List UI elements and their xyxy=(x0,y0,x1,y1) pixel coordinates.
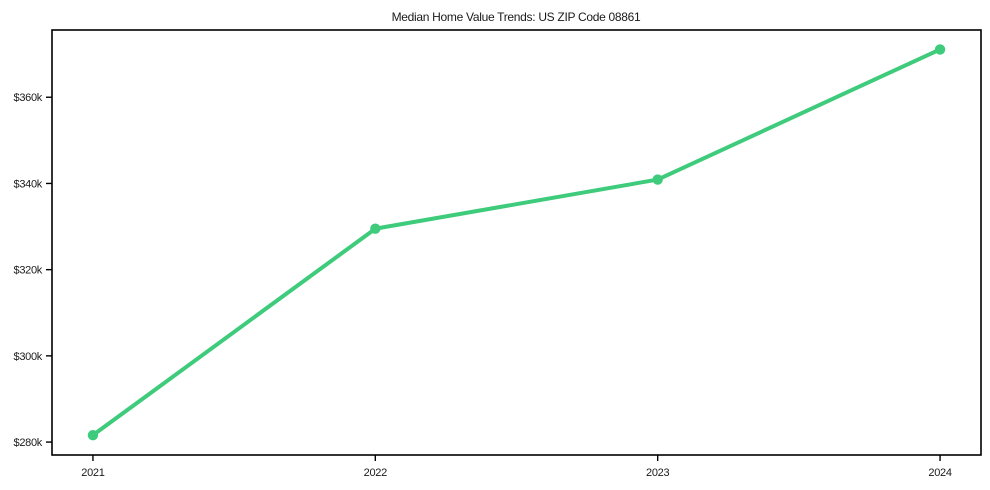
y-axis-ticks: $280k $300k $320k $340k $360k xyxy=(14,92,52,449)
y-tick-label: $320k xyxy=(14,265,43,277)
plot-area xyxy=(51,29,982,456)
data-point-2023 xyxy=(652,174,663,185)
y-tick-label: $340k xyxy=(14,178,43,190)
data-point-2021 xyxy=(87,429,99,441)
x-tick-label: 2022 xyxy=(364,467,387,479)
data-point-2024 xyxy=(934,44,946,55)
chart-title: Median Home Value Trends: US ZIP Code 08… xyxy=(392,10,641,24)
y-tick-label: $280k xyxy=(14,437,43,449)
data-series xyxy=(87,44,946,441)
y-tick-label: $360k xyxy=(14,92,43,104)
x-tick-label: 2024 xyxy=(928,467,951,479)
data-point-2022 xyxy=(370,223,381,234)
x-axis-ticks: 2021 2022 2023 2024 xyxy=(81,455,952,479)
trend-line xyxy=(90,47,943,438)
y-tick-label: $300k xyxy=(14,351,43,363)
x-tick-label: 2021 xyxy=(81,467,104,479)
x-tick-label: 2023 xyxy=(646,467,669,479)
plot-border xyxy=(51,29,982,456)
